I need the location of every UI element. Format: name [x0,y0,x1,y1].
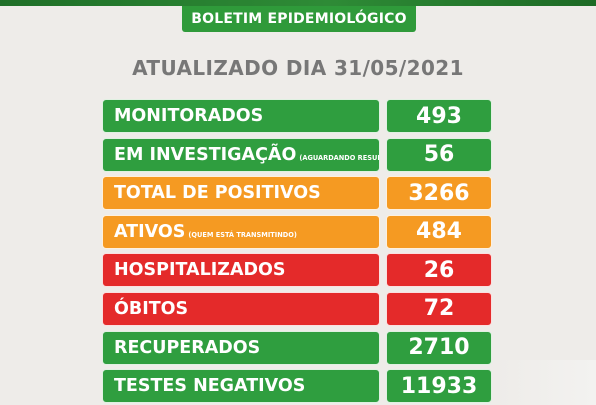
stat-value: 11933 [386,369,492,404]
bulletin-title-banner: BOLETIM EPIDEMIOLÓGICO [182,6,416,32]
stat-label: HOSPITALIZADOS [114,260,286,281]
stat-label-box: TOTAL DE POSITIVOS [102,176,380,211]
stat-label-box: MONITORADOS [102,99,380,133]
stat-label: EM INVESTIGAÇÃO [114,144,297,165]
stat-value: 56 [386,137,492,172]
stat-note: (AGUARDANDO RESULTADO) [299,153,380,162]
stat-row-recuperados: RECUPERADOS 2710 [102,330,492,365]
top-decorative-bar [0,0,596,6]
stat-label: RECUPERADOS [114,337,261,358]
stat-label: TESTES NEGATIVOS [114,376,306,397]
stat-label-box: RECUPERADOS [102,330,380,365]
stat-value: 484 [386,214,492,249]
stat-note: (QUEM ESTÁ TRANSMITINDO) [188,230,297,239]
stat-row-hospitalizados: HOSPITALIZADOS 26 [102,253,492,288]
stat-label: MONITORADOS [114,106,264,126]
stat-label-box: TESTES NEGATIVOS [102,369,380,404]
stats-table: MONITORADOS 493 EM INVESTIGAÇÃO (AGUARDA… [102,99,492,405]
stat-row-testes-negativos: TESTES NEGATIVOS 11933 [102,369,492,404]
stat-label-box: ÓBITOS [102,291,380,326]
stat-label-box: HOSPITALIZADOS [102,253,380,288]
stat-row-monitorados: MONITORADOS 493 [102,99,492,133]
corner-fade [496,360,596,405]
stat-value: 72 [386,291,492,326]
stat-label: TOTAL DE POSITIVOS [114,183,321,204]
updated-date-text: ATUALIZADO DIA 31/05/2021 [132,56,464,80]
stat-label-box: ATIVOS (QUEM ESTÁ TRANSMITINDO) [102,214,380,249]
stat-row-total-positivos: TOTAL DE POSITIVOS 3266 [102,176,492,211]
stat-label: ATIVOS [114,221,186,242]
stat-row-em-investigacao: EM INVESTIGAÇÃO (AGUARDANDO RESULTADO) 5… [102,137,492,172]
stat-row-obitos: ÓBITOS 72 [102,291,492,326]
stat-label-box: EM INVESTIGAÇÃO (AGUARDANDO RESULTADO) [102,137,380,172]
stat-value: 2710 [386,330,492,365]
stat-value: 493 [386,99,492,133]
stat-label: ÓBITOS [114,298,189,319]
stat-value: 3266 [386,176,492,211]
stat-row-ativos: ATIVOS (QUEM ESTÁ TRANSMITINDO) 484 [102,214,492,249]
stat-value: 26 [386,253,492,288]
